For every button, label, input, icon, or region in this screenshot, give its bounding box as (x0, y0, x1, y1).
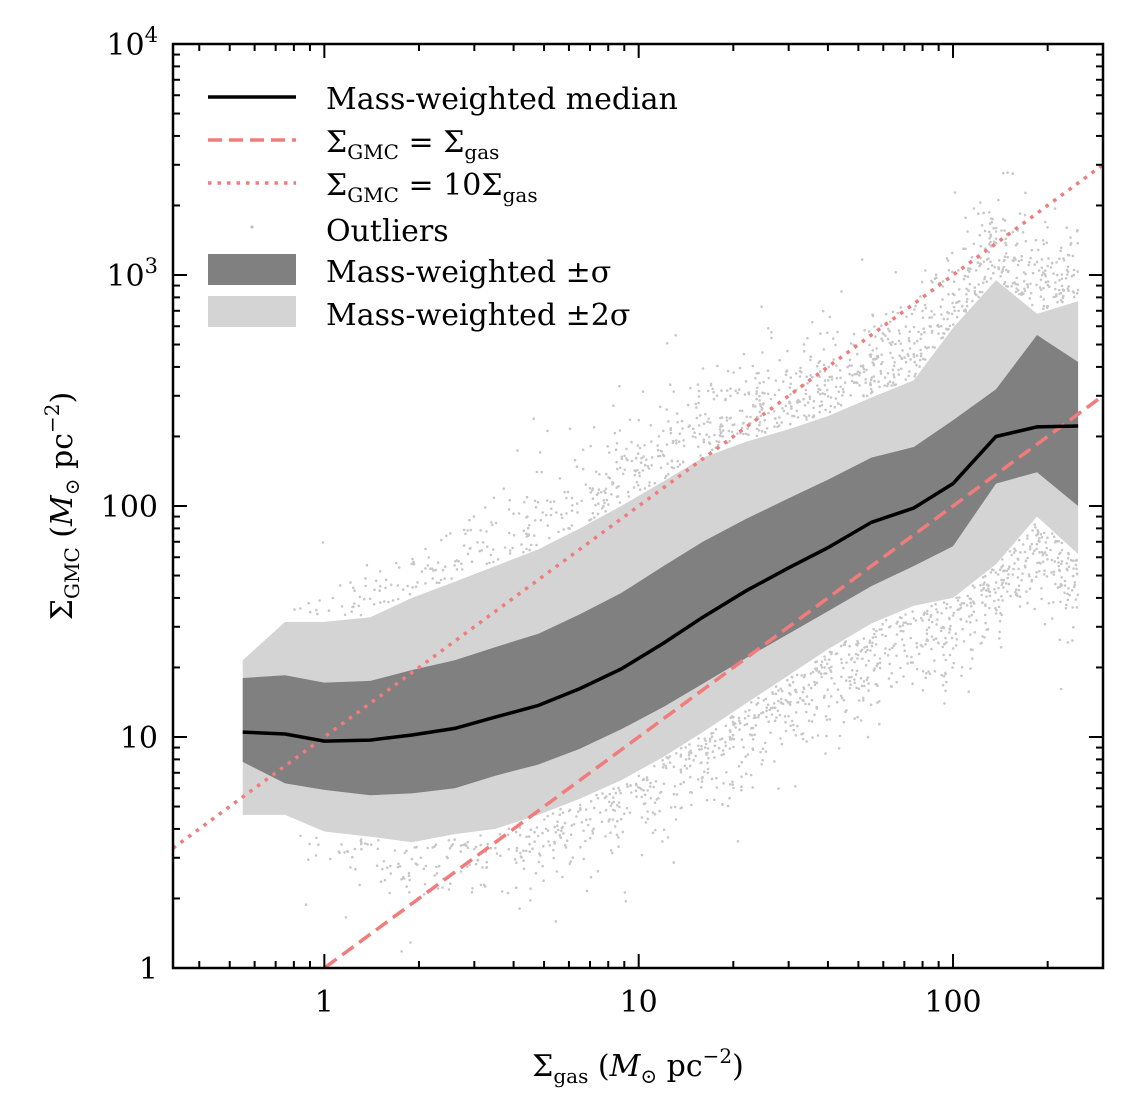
y-tick-label-100: 100 (101, 490, 158, 525)
axis-ticks (173, 43, 1104, 969)
y-axis-label: ΣGMC (M⊙ pc−2) (40, 392, 84, 620)
sigma1-band (242, 335, 1079, 796)
median-line (242, 424, 1079, 743)
x-tick-label-100: 100 (924, 985, 981, 1020)
legend: Mass-weighted median ΣGMC = Σgas ΣGMC = … (208, 82, 678, 333)
legend-sigma1-swatch (208, 254, 296, 285)
outlier-points (293, 171, 1080, 953)
outlier-cloud (293, 171, 1080, 953)
ref-line-1x (321, 394, 1103, 968)
legend-sigma2-swatch (208, 296, 296, 327)
legend-ref-1x-label: ΣGMC = Σgas (326, 125, 499, 164)
y-tick-label-1: 1 (139, 952, 158, 987)
legend-sigma2-label: Mass-weighted ±2σ (326, 298, 630, 333)
legend-sigma1-label: Mass-weighted ±σ (326, 255, 611, 290)
y-tick-label-1000: 103 (106, 254, 158, 294)
plot-area (173, 163, 1103, 968)
legend-outliers-label: Outliers (326, 214, 449, 249)
legend-median-label: Mass-weighted median (326, 82, 678, 117)
x-tick-label-10: 10 (620, 985, 658, 1020)
ref-line-10x (173, 163, 1103, 850)
y-tick-label-10: 10 (120, 721, 158, 756)
legend-outliers-swatch (250, 225, 254, 229)
y-tick-label-10000: 104 (106, 23, 158, 63)
x-tick-label-1: 1 (315, 985, 334, 1020)
legend-ref-10x-label: ΣGMC = 10Σgas (326, 168, 538, 207)
x-axis-label: Σgas (M⊙ pc−2) (532, 1044, 744, 1088)
